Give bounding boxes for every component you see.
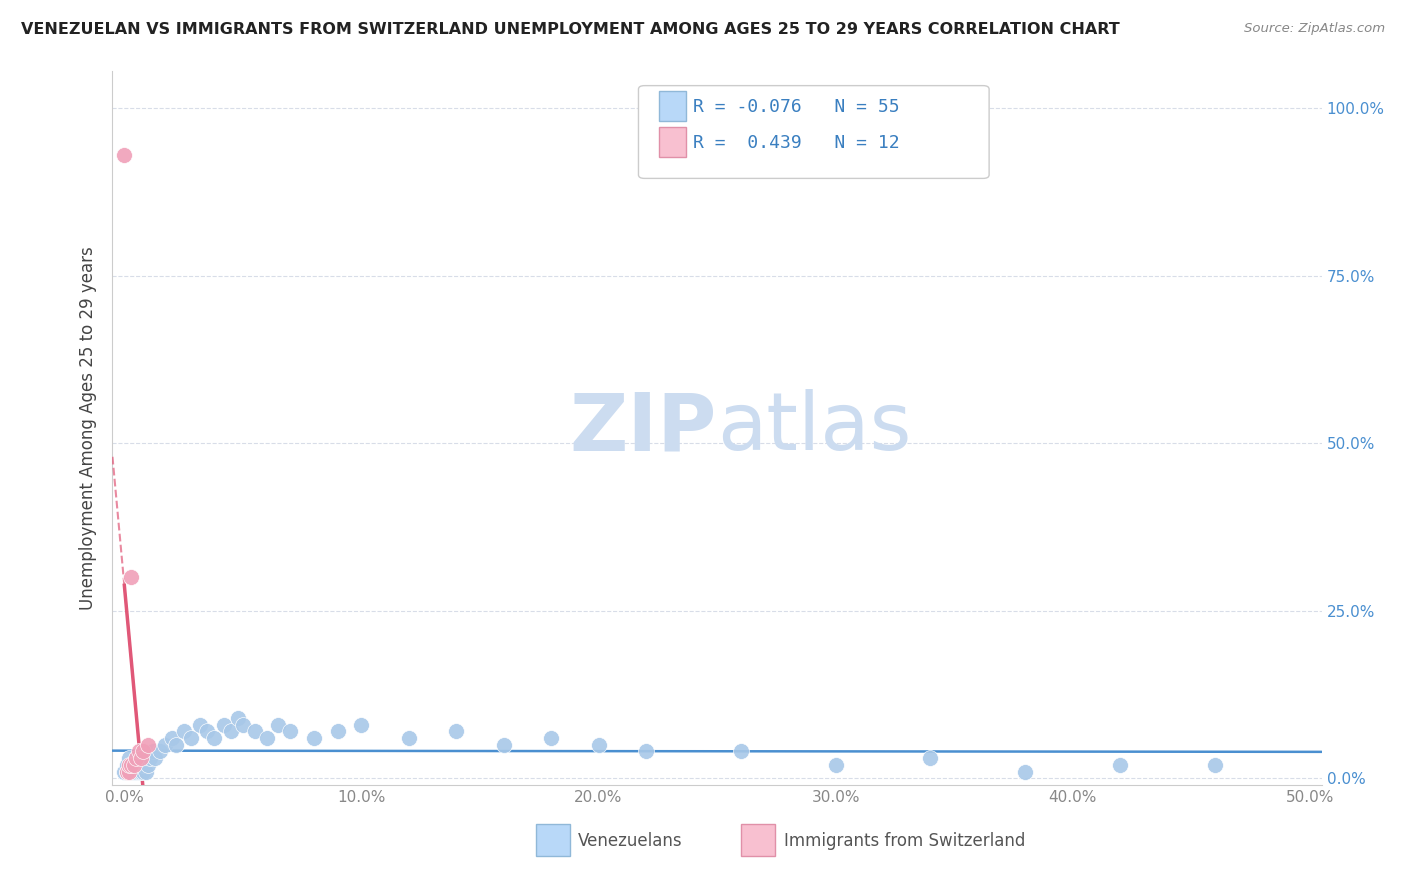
Point <box>125 764 148 779</box>
Point <box>634 744 657 758</box>
Point <box>128 744 150 758</box>
Point <box>132 764 155 779</box>
Point <box>129 751 152 765</box>
Text: Venezuelans: Venezuelans <box>578 831 683 849</box>
Point <box>226 711 249 725</box>
Point <box>120 570 142 584</box>
Point <box>128 764 150 779</box>
Point <box>122 757 145 772</box>
Point <box>730 744 752 758</box>
Point <box>120 757 142 772</box>
Point <box>135 751 157 765</box>
Point <box>219 724 242 739</box>
Point <box>1109 757 1132 772</box>
Point <box>204 731 226 745</box>
Point <box>142 744 165 758</box>
Point <box>139 751 162 765</box>
Point <box>122 764 145 779</box>
Point <box>180 731 202 745</box>
Point <box>212 717 235 731</box>
FancyBboxPatch shape <box>638 86 990 178</box>
Point <box>920 751 942 765</box>
Point <box>132 757 155 772</box>
Text: Immigrants from Switzerland: Immigrants from Switzerland <box>783 831 1025 849</box>
Point <box>135 764 157 779</box>
Point <box>446 724 468 739</box>
Point <box>256 731 278 745</box>
Point <box>128 757 150 772</box>
Point <box>149 744 172 758</box>
Text: R = -0.076   N = 55: R = -0.076 N = 55 <box>693 98 900 116</box>
Text: R =  0.439   N = 12: R = 0.439 N = 12 <box>693 134 900 152</box>
Bar <box>659 127 686 157</box>
Point <box>125 757 148 772</box>
Point <box>398 731 420 745</box>
Point <box>112 764 135 779</box>
Point <box>588 738 610 752</box>
Point <box>115 764 138 779</box>
Point <box>136 757 159 772</box>
Point <box>278 724 301 739</box>
Bar <box>741 824 775 856</box>
Point <box>112 148 135 162</box>
Point <box>188 717 211 731</box>
Point <box>166 738 188 752</box>
Point <box>118 764 141 779</box>
Point <box>267 717 290 731</box>
Y-axis label: Unemployment Among Ages 25 to 29 years: Unemployment Among Ages 25 to 29 years <box>79 246 97 610</box>
Point <box>125 751 148 765</box>
Point <box>132 744 155 758</box>
Point <box>302 731 325 745</box>
Point <box>160 731 183 745</box>
Text: Source: ZipAtlas.com: Source: ZipAtlas.com <box>1244 22 1385 36</box>
Point <box>129 764 152 779</box>
Point <box>136 738 159 752</box>
Point <box>350 717 373 731</box>
Bar <box>536 824 569 856</box>
Point <box>1014 764 1036 779</box>
Point <box>122 757 145 772</box>
Text: atlas: atlas <box>717 389 911 467</box>
Point <box>232 717 254 731</box>
Point <box>824 757 846 772</box>
Point <box>153 738 176 752</box>
Point <box>115 757 138 772</box>
Point <box>120 764 142 779</box>
Point <box>115 764 138 779</box>
Point <box>326 724 349 739</box>
Text: ZIP: ZIP <box>569 389 717 467</box>
Point <box>143 751 166 765</box>
Point <box>118 757 141 772</box>
Bar <box>659 91 686 121</box>
Point <box>540 731 562 745</box>
Point <box>118 764 141 779</box>
Point <box>173 724 195 739</box>
Point <box>195 724 218 739</box>
Point <box>118 751 141 765</box>
Point <box>120 757 142 772</box>
Point <box>492 738 515 752</box>
Point <box>129 751 152 765</box>
Point <box>1204 757 1226 772</box>
Point <box>243 724 266 739</box>
Text: VENEZUELAN VS IMMIGRANTS FROM SWITZERLAND UNEMPLOYMENT AMONG AGES 25 TO 29 YEARS: VENEZUELAN VS IMMIGRANTS FROM SWITZERLAN… <box>21 22 1119 37</box>
